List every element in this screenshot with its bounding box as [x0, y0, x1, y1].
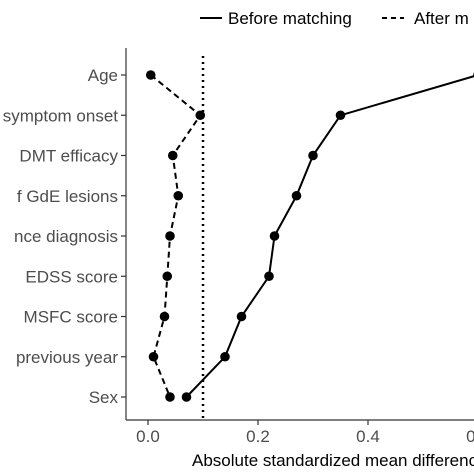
plot-area: 0.0 0.2 0.4 0.6 Age symptom onset DMT efficacy… [3, 48, 474, 446]
series-0-point-2 [308, 150, 318, 161]
series-1-point-7 [148, 351, 159, 362]
series-1-point-6 [159, 311, 170, 322]
legend-label-after: After m [414, 9, 469, 28]
y-tick-label-5: EDSS score [25, 267, 118, 286]
series-0-point-1 [335, 110, 346, 121]
series-0-point-6 [236, 311, 247, 322]
y-tick-label-7: previous year [16, 348, 118, 367]
x-tick-label-1: 0.2 [246, 427, 270, 446]
series-0-point-7 [220, 351, 230, 362]
x-tick-label-0: 0.0 [136, 427, 160, 446]
series-1-point-1 [195, 110, 206, 121]
x-tick-label-2: 0.4 [356, 427, 380, 446]
series-0-point-5 [264, 271, 274, 282]
series-1-point-4 [165, 231, 175, 241]
y-tick-label-3: f GdE lesions [17, 187, 118, 206]
series-1-point-8 [165, 392, 175, 402]
series-0-point-3 [291, 190, 302, 201]
y-tick-label-4: nce diagnosis [14, 227, 118, 246]
series-1-point-5 [162, 271, 173, 282]
y-tick-label-0: Age [88, 66, 118, 85]
y-tick-label-8: Sex [89, 388, 119, 407]
series-0-point-4 [269, 231, 280, 241]
y-tick-label-6: MSFC score [24, 308, 118, 327]
series-1-point-0 [145, 70, 156, 80]
legend-label-before: Before matching [228, 9, 352, 28]
x-axis-title: Absolute standardized mean difference [192, 451, 474, 470]
legend: Before matching After m [200, 9, 469, 28]
series-1-point-2 [167, 150, 178, 161]
series-0-point-8 [181, 392, 192, 402]
series-line-1 [150, 74, 202, 398]
y-tick-label-1: symptom onset [3, 106, 119, 125]
x-tick-label-3: 0.6 [466, 427, 474, 446]
series-1-point-3 [173, 190, 184, 201]
series-line-0 [185, 75, 474, 398]
y-tick-label-2: DMT efficacy [19, 147, 118, 166]
